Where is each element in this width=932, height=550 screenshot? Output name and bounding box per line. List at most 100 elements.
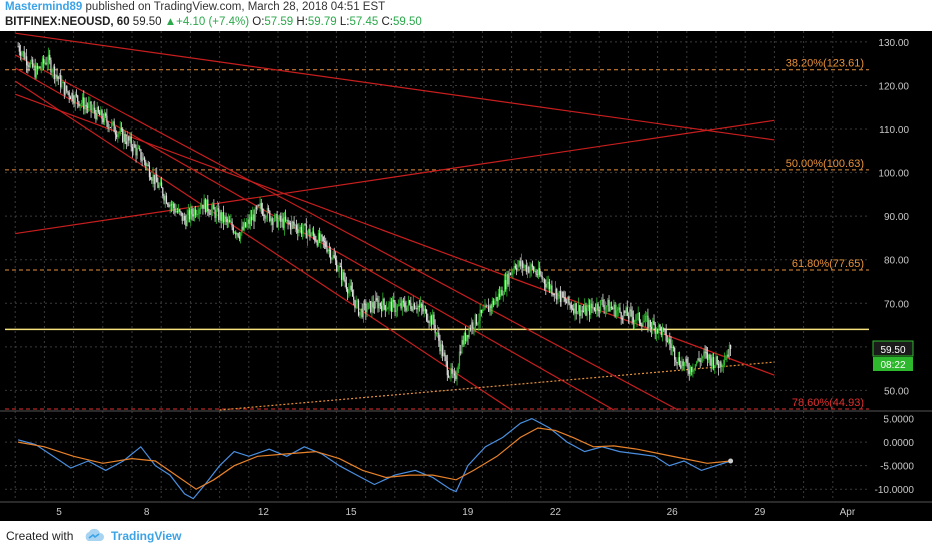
candle-body bbox=[415, 308, 417, 310]
candle-body bbox=[109, 127, 112, 129]
candle-body bbox=[395, 310, 397, 313]
candle-body bbox=[197, 213, 199, 215]
candle-body bbox=[33, 66, 35, 68]
candle-body bbox=[18, 46, 20, 52]
candle-body bbox=[632, 317, 634, 323]
price-chart[interactable]: 38.20%(123.61) 50.00%(100.63) 61.80%(77.65… bbox=[0, 31, 932, 521]
candle-body bbox=[457, 365, 459, 373]
candle-body bbox=[24, 56, 27, 60]
candle-body bbox=[207, 199, 209, 212]
candle-body bbox=[454, 373, 456, 376]
candle-body bbox=[36, 66, 39, 69]
candle-body bbox=[122, 128, 124, 142]
candle-body bbox=[659, 324, 661, 328]
candle-body bbox=[477, 323, 479, 325]
candle-body bbox=[669, 339, 671, 344]
candle-body bbox=[227, 220, 230, 222]
candle-body bbox=[345, 282, 347, 290]
author-link[interactable]: Mastermind89 bbox=[5, 1, 83, 13]
candle-body bbox=[73, 101, 75, 104]
candle-body bbox=[683, 362, 685, 366]
candle-body bbox=[536, 274, 538, 276]
candle-body bbox=[114, 132, 116, 135]
candle-body bbox=[60, 74, 62, 88]
candle-body bbox=[593, 307, 596, 311]
candle-body bbox=[535, 270, 537, 275]
candle-body bbox=[576, 311, 579, 314]
candle-body bbox=[315, 240, 317, 242]
candle-body bbox=[627, 315, 630, 319]
candle-body bbox=[449, 376, 451, 378]
candle-body bbox=[553, 294, 555, 296]
candle-body bbox=[406, 305, 408, 311]
candle-body bbox=[716, 356, 718, 364]
candle-body bbox=[71, 93, 73, 100]
candle-body bbox=[326, 247, 328, 252]
candle-body bbox=[139, 148, 141, 150]
candle-body bbox=[608, 299, 610, 312]
candle-body bbox=[598, 310, 600, 312]
candle-body bbox=[730, 344, 732, 350]
candle-body bbox=[275, 214, 277, 216]
candle-body bbox=[602, 299, 604, 306]
candle-body bbox=[501, 289, 503, 296]
candle-body bbox=[179, 209, 181, 212]
candle-body bbox=[491, 300, 493, 309]
candle-body bbox=[68, 92, 70, 97]
candle-body bbox=[266, 208, 268, 218]
candle-body bbox=[584, 305, 586, 312]
candle-body bbox=[28, 66, 30, 68]
tradingview-brand[interactable]: TradingView bbox=[111, 529, 182, 543]
candle-body bbox=[218, 208, 220, 221]
candle-body bbox=[222, 212, 225, 223]
candle-body bbox=[685, 358, 687, 363]
candle-body bbox=[404, 302, 406, 308]
candle-body bbox=[424, 309, 427, 311]
candle-body bbox=[661, 328, 664, 336]
close-label: C: bbox=[378, 16, 393, 28]
candle-body bbox=[692, 370, 694, 373]
candle-body bbox=[169, 204, 171, 207]
candle-body bbox=[694, 364, 696, 370]
candle-body bbox=[151, 179, 153, 181]
candle-body bbox=[518, 260, 520, 265]
candle-body bbox=[391, 299, 394, 312]
symbol-interval[interactable]: BITFINEX:NEOUSD, 60 bbox=[5, 16, 130, 28]
candle-body bbox=[252, 214, 254, 221]
candle-body bbox=[401, 300, 403, 309]
candle-body bbox=[165, 195, 168, 204]
candle-body bbox=[240, 232, 242, 239]
candle-body bbox=[658, 324, 660, 333]
candle-body bbox=[192, 214, 194, 217]
candle-body bbox=[479, 309, 481, 321]
candle-body bbox=[524, 265, 526, 267]
candle-body bbox=[503, 280, 506, 295]
candle-body bbox=[285, 216, 287, 221]
candle-body bbox=[163, 195, 165, 201]
candle-body bbox=[75, 94, 78, 96]
candle-body bbox=[650, 326, 653, 330]
candle-body bbox=[270, 218, 272, 222]
candle-body bbox=[506, 274, 508, 290]
candle-body bbox=[623, 310, 625, 320]
candle-body bbox=[435, 332, 437, 334]
candle-body bbox=[295, 225, 298, 230]
price-axis-label: 80.00 bbox=[884, 256, 909, 267]
candle-body bbox=[350, 285, 352, 290]
candle-body bbox=[670, 343, 672, 349]
candle-body bbox=[125, 141, 127, 145]
candle-body bbox=[199, 208, 202, 210]
candle-body bbox=[103, 113, 106, 123]
candle-body bbox=[329, 249, 332, 260]
candle-body bbox=[573, 308, 575, 314]
candle-body bbox=[187, 210, 189, 216]
candle-body bbox=[409, 300, 411, 304]
candle-body bbox=[219, 212, 221, 221]
candle-body bbox=[405, 307, 407, 311]
candle-body bbox=[567, 296, 569, 304]
candle-body bbox=[253, 214, 255, 222]
candle-body bbox=[55, 74, 57, 79]
candle-body bbox=[116, 134, 118, 138]
candle-body bbox=[131, 146, 134, 152]
candle-body bbox=[367, 302, 369, 310]
